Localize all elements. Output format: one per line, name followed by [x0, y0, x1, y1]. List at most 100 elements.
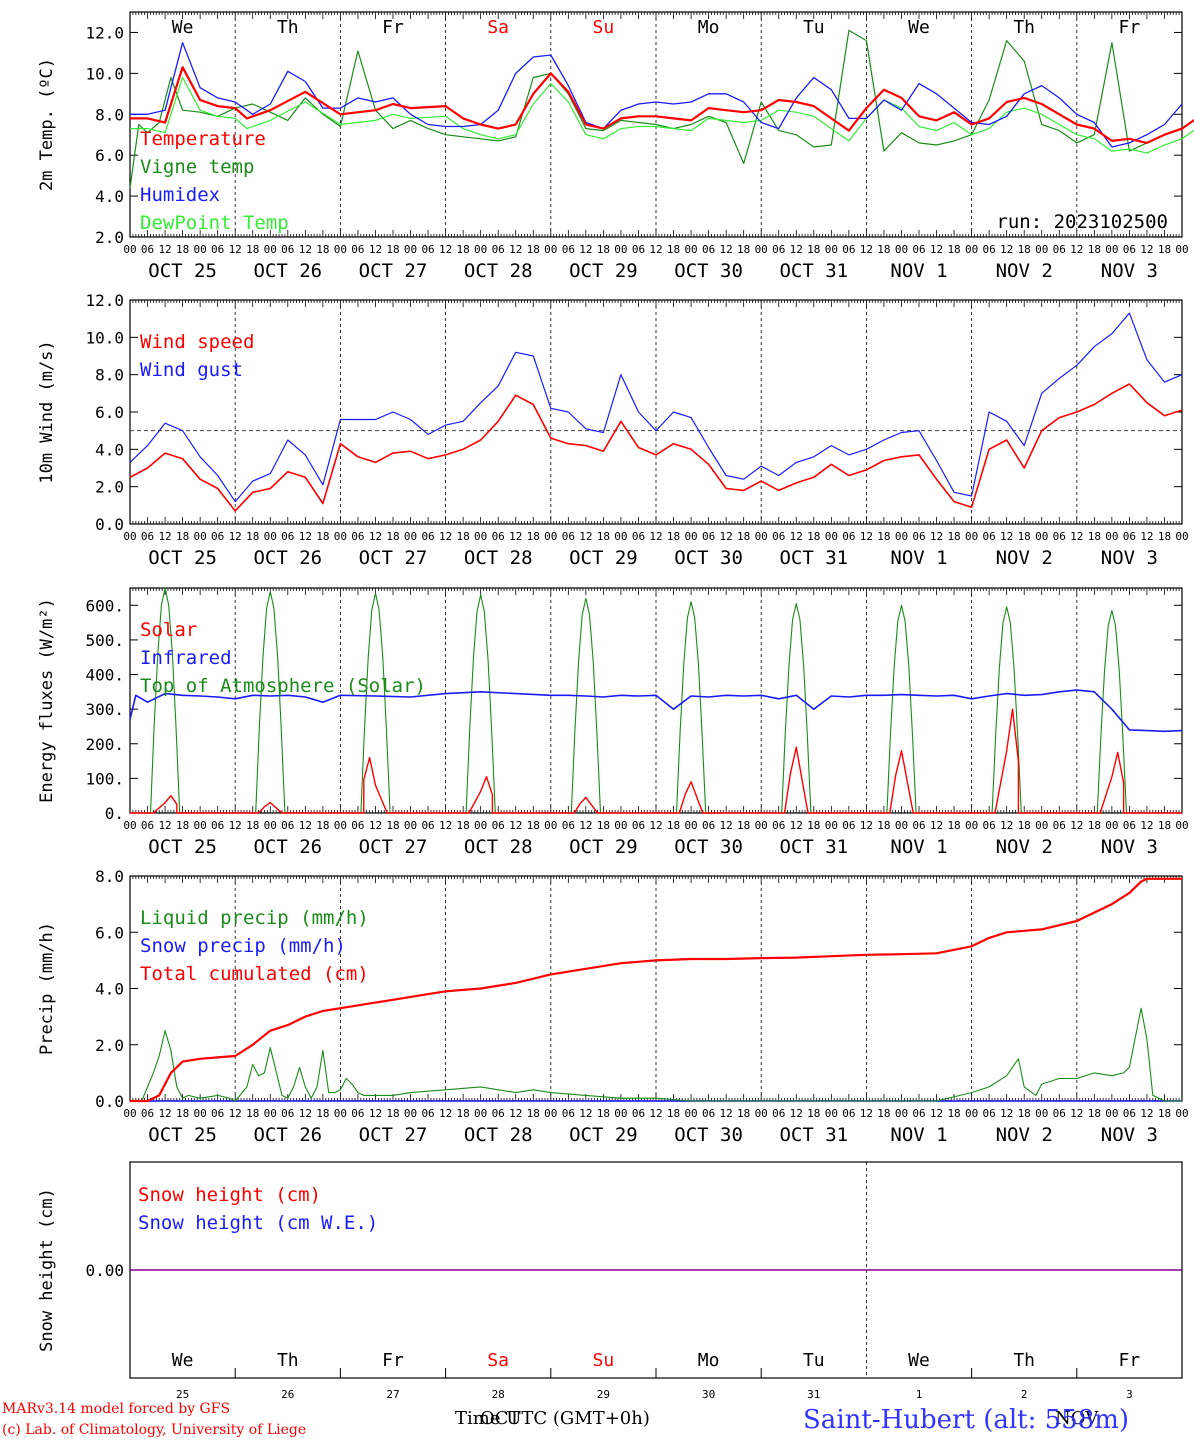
hour-tick-label: 06	[1123, 243, 1136, 256]
hour-tick-label: 18	[176, 1107, 189, 1120]
hour-tick-label: 12	[1070, 530, 1083, 543]
weekday-label: Fr	[1119, 1350, 1141, 1371]
y-tick-label: 4.0	[95, 980, 124, 999]
y-tick-label: 0.	[105, 804, 124, 823]
y-tick-label: 10.0	[85, 328, 124, 347]
hour-tick-label: 12	[579, 1107, 592, 1120]
hour-tick-label: 12	[439, 819, 452, 832]
hour-tick-label: 12	[299, 1107, 312, 1120]
station-name: Saint-Hubert (alt: 558m)	[803, 1405, 1129, 1435]
hour-tick-label: 18	[737, 1107, 750, 1120]
date-label: OCT 27	[359, 836, 428, 858]
date-label: OCT 30	[674, 547, 743, 569]
date-label: OCT 31	[779, 547, 848, 569]
hour-tick-label: 12	[369, 819, 382, 832]
y-tick-label: 2.0	[95, 1036, 124, 1055]
hour-tick-label: 12	[158, 1107, 171, 1120]
hour-tick-label: 06	[1053, 530, 1066, 543]
hour-tick-label: 00	[123, 1107, 136, 1120]
date-label: OCT 26	[253, 836, 322, 858]
hour-tick-label: 00	[264, 530, 277, 543]
hour-tick-label: 18	[1088, 819, 1101, 832]
date-label: NOV 1	[890, 260, 947, 282]
hour-tick-label: 00	[614, 530, 627, 543]
series-humidex	[130, 42, 1183, 148]
y-tick-label: 0.0	[95, 515, 124, 534]
hour-tick-label: 00	[1175, 243, 1188, 256]
legend-entry: Snow precip (mm/h)	[140, 935, 346, 957]
date-label: NOV 2	[996, 1124, 1053, 1146]
hour-tick-label: 18	[807, 530, 820, 543]
hour-tick-label: 12	[1000, 819, 1013, 832]
hour-tick-label: 06	[421, 530, 434, 543]
weekday-label: Th	[1013, 17, 1035, 38]
hour-tick-label: 06	[492, 243, 505, 256]
hour-tick-label: 12	[720, 530, 733, 543]
hour-tick-label: 18	[386, 243, 399, 256]
hour-tick-label: 06	[141, 819, 154, 832]
hour-tick-label: 12	[509, 243, 522, 256]
hour-tick-label: 06	[912, 243, 925, 256]
hour-tick-label: 18	[246, 819, 259, 832]
date-label: OCT 29	[569, 260, 638, 282]
hour-tick-label: 00	[1175, 1107, 1188, 1120]
hour-tick-label: 06	[351, 530, 364, 543]
hour-tick-label: 06	[983, 243, 996, 256]
hour-tick-label: 12	[860, 243, 873, 256]
hour-tick-label: 18	[316, 243, 329, 256]
hour-tick-label: 06	[702, 530, 715, 543]
hour-tick-label: 18	[877, 243, 890, 256]
y-tick-label: 4.0	[95, 440, 124, 459]
hour-tick-label: 18	[1158, 530, 1171, 543]
date-label: OCT 25	[148, 1124, 217, 1146]
hour-tick-label: 12	[369, 243, 382, 256]
weekday-label: We	[908, 17, 930, 38]
hour-tick-label: 18	[947, 243, 960, 256]
hour-tick-label: 18	[807, 243, 820, 256]
hour-tick-label: 06	[141, 1107, 154, 1120]
hour-tick-label: 12	[1140, 243, 1153, 256]
date-label: OCT 25	[148, 260, 217, 282]
hour-tick-label: 06	[983, 819, 996, 832]
y-tick-label: 6.0	[95, 146, 124, 165]
series-dewpoint	[130, 76, 1194, 154]
hour-tick-label: 12	[158, 530, 171, 543]
series-liquid-precip	[130, 1007, 1182, 1102]
date-label: OCT 30	[674, 836, 743, 858]
hour-tick-label: 06	[983, 530, 996, 543]
hour-tick-label: 12	[720, 243, 733, 256]
hour-tick-label: 06	[842, 243, 855, 256]
y-axis-label: Snow height (cm)	[37, 1188, 57, 1352]
y-tick-label: 2.0	[95, 478, 124, 497]
hour-tick-label: 18	[246, 530, 259, 543]
date-label: NOV 1	[890, 1124, 947, 1146]
weekday-label: We	[908, 1350, 930, 1371]
hour-tick-label: 12	[860, 819, 873, 832]
hour-tick-label: 18	[316, 530, 329, 543]
hour-tick-label: 18	[947, 819, 960, 832]
y-tick-label: 600.	[85, 596, 124, 615]
date-label: OCT 30	[674, 1124, 743, 1146]
date-label: OCT 29	[569, 1124, 638, 1146]
weekday-label: Th	[277, 1350, 299, 1371]
hour-tick-label: 12	[1140, 1107, 1153, 1120]
date-label: OCT 28	[464, 547, 533, 569]
date-label: NOV 1	[890, 547, 947, 569]
footer-model: MARv3.14 model forced by GFS	[2, 1401, 230, 1417]
hour-tick-label: 12	[930, 530, 943, 543]
y-tick-label: 12.0	[85, 23, 124, 42]
date-label: OCT 28	[464, 260, 533, 282]
y-tick-label: 8.0	[95, 867, 124, 886]
weekday-label: Fr	[382, 1350, 404, 1371]
hour-tick-label: 12	[720, 819, 733, 832]
hour-tick-label: 18	[807, 819, 820, 832]
y-axis-label: Precip (mm/h)	[37, 922, 57, 1055]
weekday-label: Su	[593, 17, 615, 38]
hour-tick-label: 18	[597, 530, 610, 543]
bottom-month-nov: NOV	[1055, 1408, 1099, 1429]
hour-tick-label: 06	[562, 243, 575, 256]
hour-tick-label: 12	[1140, 819, 1153, 832]
hour-tick-label: 00	[825, 530, 838, 543]
hour-tick-label: 12	[1000, 1107, 1013, 1120]
hour-tick-label: 00	[825, 819, 838, 832]
